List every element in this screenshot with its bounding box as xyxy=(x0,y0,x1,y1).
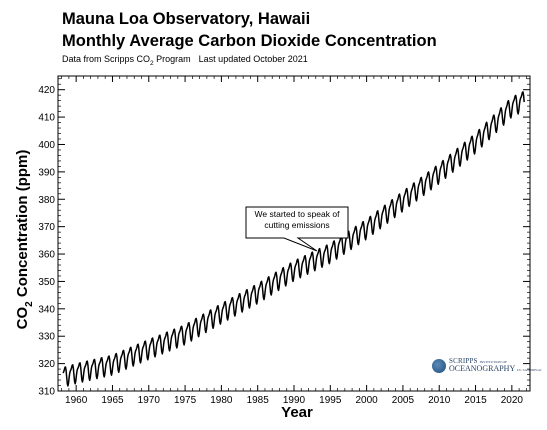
logo-line1: SCRIPPS INSTITUTION OF xyxy=(449,357,507,365)
y-tick-label: 420 xyxy=(38,85,55,96)
last-updated-text: Last updated October 2021 xyxy=(198,54,308,64)
x-tick-label: 2015 xyxy=(464,395,487,406)
x-axis-label: Year xyxy=(281,404,313,421)
y-tick-label: 400 xyxy=(38,140,55,151)
ticks: 1960 1965 1970 1975 1980 1985 1990 1995 2000 2005… xyxy=(38,76,530,406)
chart-subtitle: Monthly Average Carbon Dioxide Concentra… xyxy=(62,32,437,50)
x-tick-label: 2000 xyxy=(355,395,378,406)
annotation-box xyxy=(245,206,349,252)
x-tick-label: 2005 xyxy=(392,395,415,406)
co2-monthly-line xyxy=(62,91,525,387)
y-tick-label: 380 xyxy=(38,195,55,206)
y-axis-label: CO2 Concentration (ppm) xyxy=(14,150,35,330)
logo-line2: OCEANOGRAPHY UC SAN DIEGO xyxy=(449,364,542,373)
x-tick-label: 1990 xyxy=(283,395,306,406)
y-axis-label-text: CO2 Concentration (ppm) xyxy=(14,150,35,330)
annotation-text: We started to speak of cutting emissions xyxy=(254,209,340,230)
x-tick-label: 2010 xyxy=(428,395,451,406)
x-tick-label: 1985 xyxy=(247,395,270,406)
y-tick-label: 310 xyxy=(38,387,55,398)
y-tick-label: 360 xyxy=(38,250,55,261)
y-tick-label: 340 xyxy=(38,304,55,315)
x-tick-label: 1960 xyxy=(65,395,88,406)
y-tick-label: 350 xyxy=(38,277,55,288)
y-tick-label: 390 xyxy=(38,167,55,178)
scripps-globe-icon xyxy=(432,359,446,373)
x-tick-label: 1975 xyxy=(174,395,197,406)
x-tick-label: 1970 xyxy=(138,395,161,406)
x-tick-label: 1965 xyxy=(101,395,124,406)
source-line: Data from Scripps CO2 Program Last update… xyxy=(62,54,308,67)
x-tick-label: 2020 xyxy=(501,395,524,406)
y-tick-label: 370 xyxy=(38,222,55,233)
chart-title: Mauna Loa Observatory, Hawaii xyxy=(62,10,311,28)
x-tick-label: 1995 xyxy=(319,395,342,406)
data-source-text: Data from Scripps CO2 Program xyxy=(62,54,191,67)
series xyxy=(62,91,525,387)
x-tick-label: 1980 xyxy=(210,395,233,406)
y-tick-label: 410 xyxy=(38,113,55,124)
y-tick-label: 320 xyxy=(38,359,55,370)
y-tick-label: 330 xyxy=(38,332,55,343)
annotation-callout xyxy=(245,206,349,252)
